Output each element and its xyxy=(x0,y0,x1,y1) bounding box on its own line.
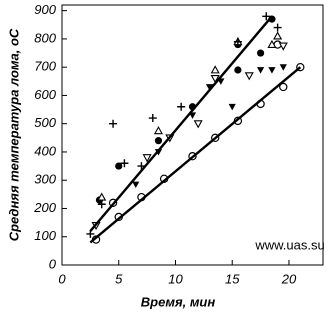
point xyxy=(148,114,157,123)
y-tick-label: 700 xyxy=(34,59,56,74)
plot-frame xyxy=(61,4,324,266)
point xyxy=(153,126,163,135)
y-tick-label: 500 xyxy=(34,115,56,130)
fit-line xyxy=(89,15,273,232)
point xyxy=(278,42,288,51)
y-tick-label: 600 xyxy=(34,87,56,102)
watermark: www.uas.su xyxy=(254,237,324,252)
point xyxy=(273,23,282,32)
point xyxy=(109,119,118,128)
point xyxy=(115,162,123,170)
point xyxy=(256,49,265,57)
point xyxy=(262,12,271,21)
fit-line xyxy=(89,66,302,244)
x-tick-label: 10 xyxy=(168,271,183,286)
point xyxy=(97,200,106,209)
point xyxy=(205,84,214,91)
point xyxy=(177,102,186,111)
point xyxy=(256,67,265,74)
point xyxy=(120,159,129,168)
y-tick-label: 400 xyxy=(34,143,56,158)
point xyxy=(273,31,283,40)
point xyxy=(244,72,254,81)
y-tick-label: 100 xyxy=(34,228,56,243)
point xyxy=(279,64,287,71)
point xyxy=(267,39,277,48)
point xyxy=(234,66,242,74)
point xyxy=(193,120,203,129)
point xyxy=(228,103,236,111)
point xyxy=(132,181,140,189)
point xyxy=(279,82,288,92)
point xyxy=(142,154,152,163)
y-tick-label: 200 xyxy=(33,200,56,215)
x-axis-title: Время, мин xyxy=(141,294,216,309)
x-tick-label: 20 xyxy=(281,271,297,286)
y-tick-label: 300 xyxy=(34,172,56,187)
point xyxy=(268,67,276,74)
point xyxy=(233,37,242,46)
point xyxy=(210,75,220,84)
y-tick-label: 0 xyxy=(49,256,57,271)
point xyxy=(97,192,107,201)
y-tick-label: 900 xyxy=(34,2,56,17)
x-tick-label: 15 xyxy=(225,271,240,286)
y-axis-title: Средняя температура лома, оС xyxy=(6,28,21,241)
y-tick-label: 800 xyxy=(34,30,56,45)
point xyxy=(154,137,163,145)
x-tick-label: 5 xyxy=(115,271,123,286)
point xyxy=(86,229,95,238)
x-tick-label: 0 xyxy=(58,271,66,286)
point xyxy=(210,65,220,74)
